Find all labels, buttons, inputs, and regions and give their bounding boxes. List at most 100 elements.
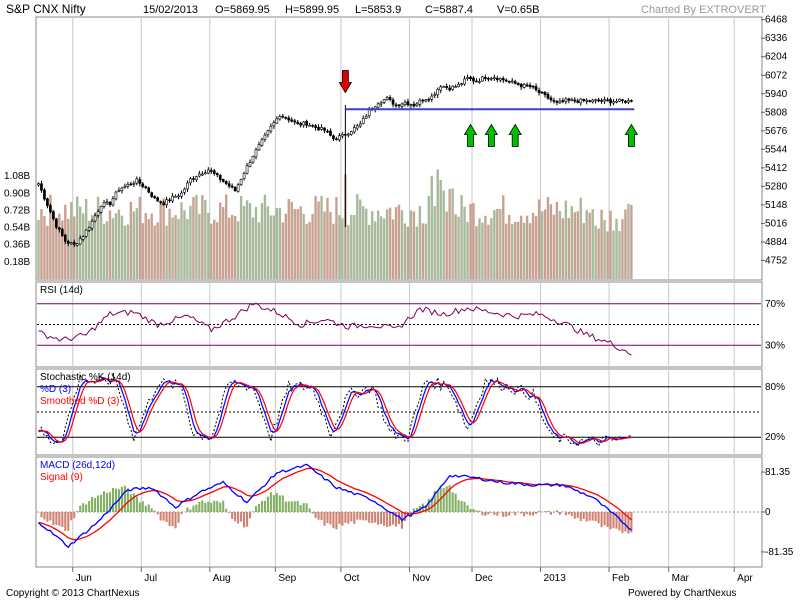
macd-histogram-bar bbox=[493, 512, 496, 515]
candle-body bbox=[180, 192, 183, 197]
volume-bar bbox=[266, 206, 270, 279]
price-tick-label: 6468 bbox=[765, 15, 788, 26]
candle-body bbox=[108, 201, 112, 206]
volume-bar bbox=[213, 219, 216, 279]
volume-bar bbox=[543, 209, 547, 279]
candle-body bbox=[433, 94, 437, 96]
volume-bar bbox=[230, 214, 234, 279]
volume-bar bbox=[141, 223, 144, 279]
macd-histogram-bar bbox=[147, 504, 150, 512]
green-up-arrow bbox=[508, 123, 522, 147]
volume-bar bbox=[534, 216, 538, 279]
volume-bar bbox=[40, 209, 43, 279]
macd-histogram-bar bbox=[88, 500, 91, 512]
volume-bar bbox=[561, 218, 565, 279]
macd-histogram-bar bbox=[630, 512, 633, 533]
volume-bar bbox=[135, 208, 139, 279]
candle-body bbox=[153, 196, 157, 199]
candle-body bbox=[254, 149, 258, 158]
volume-bar bbox=[76, 196, 79, 279]
candle-body bbox=[72, 242, 76, 246]
volume-bar bbox=[528, 223, 532, 279]
candle-body bbox=[203, 172, 207, 175]
volume-bar bbox=[341, 218, 344, 279]
candle-body bbox=[281, 115, 285, 118]
candle-body bbox=[206, 169, 210, 174]
stochastic-smoothed-label: Smoothed %D (3) bbox=[40, 396, 119, 407]
candle-body bbox=[528, 84, 532, 88]
macd-histogram-bar bbox=[457, 500, 460, 512]
candle-body bbox=[162, 202, 165, 206]
volume-bar bbox=[43, 216, 46, 279]
macd-histogram-bar bbox=[472, 509, 475, 512]
macd-histogram-bar bbox=[397, 512, 401, 525]
macd-histogram-bar bbox=[254, 506, 258, 512]
macd-histogram-bar bbox=[156, 512, 159, 515]
candle-body bbox=[495, 77, 499, 81]
macd-histogram-bar bbox=[526, 512, 529, 515]
volume-bar bbox=[508, 214, 511, 279]
volume-bar bbox=[591, 209, 594, 279]
volume-bar bbox=[424, 223, 428, 279]
candle-body bbox=[409, 104, 413, 106]
candle-body bbox=[332, 135, 335, 140]
macd-histogram-bar bbox=[192, 505, 195, 512]
macd-histogram-bar bbox=[138, 502, 141, 512]
volume-bar bbox=[108, 210, 112, 279]
volume-bar bbox=[624, 209, 627, 279]
volume-bar bbox=[210, 223, 213, 279]
candle-body bbox=[609, 99, 612, 104]
macd-histogram-bar bbox=[451, 492, 454, 512]
volume-bar bbox=[201, 195, 204, 279]
volume-bar bbox=[308, 221, 311, 279]
candle-body bbox=[621, 99, 624, 101]
candle-body bbox=[75, 243, 79, 246]
candle-body bbox=[236, 184, 240, 192]
candle-body bbox=[498, 78, 502, 81]
macd-histogram-bar bbox=[594, 512, 597, 522]
volume-bar bbox=[275, 208, 279, 279]
candle-body bbox=[126, 184, 130, 187]
volume-bar bbox=[427, 195, 430, 279]
volume-bar bbox=[570, 206, 573, 279]
candle-body bbox=[257, 144, 261, 151]
date-readout: 15/02/2013 bbox=[143, 4, 198, 16]
low-readout: L=5853.9 bbox=[355, 4, 401, 16]
volume-bar bbox=[225, 194, 228, 279]
candle-body bbox=[260, 139, 264, 146]
volume-bar bbox=[93, 212, 97, 279]
macd-histogram-bar bbox=[171, 512, 174, 527]
macd-histogram-bar bbox=[546, 510, 550, 512]
macd-histogram-bar bbox=[40, 512, 43, 518]
volume-bar bbox=[430, 175, 433, 279]
volume-bar bbox=[373, 221, 377, 279]
volume-bar bbox=[540, 211, 544, 279]
candle-body bbox=[269, 126, 273, 132]
macd-histogram-bar bbox=[549, 512, 552, 515]
price-tick-label: 5808 bbox=[765, 107, 788, 118]
macd-histogram-bar bbox=[496, 512, 499, 516]
volume-bar bbox=[388, 207, 392, 279]
macd-histogram-bar bbox=[269, 492, 272, 512]
price-tick-label: 5148 bbox=[765, 200, 788, 211]
candle-body bbox=[192, 178, 195, 180]
macd-histogram-bar bbox=[335, 512, 338, 530]
macd-histogram-bar bbox=[159, 512, 162, 521]
volume-bar bbox=[490, 218, 493, 279]
rsi-level-label: 70% bbox=[765, 299, 785, 310]
macd-histogram-bar bbox=[219, 502, 222, 512]
macd-histogram-bar bbox=[266, 496, 269, 512]
candle-body bbox=[504, 79, 508, 82]
volume-bar bbox=[338, 215, 341, 279]
stochastic-d-label: %D (3) bbox=[40, 384, 71, 395]
macd-histogram-bar bbox=[612, 512, 615, 529]
volume-bar bbox=[442, 190, 445, 279]
candle-body bbox=[406, 101, 410, 106]
candle-body bbox=[516, 82, 520, 86]
volume-bar bbox=[412, 211, 416, 279]
macd-histogram-bar bbox=[564, 512, 567, 516]
candle-body bbox=[490, 77, 493, 80]
macd-histogram-bar bbox=[195, 504, 198, 512]
macd-histogram-bar bbox=[257, 503, 261, 512]
volume-bar bbox=[549, 204, 553, 279]
